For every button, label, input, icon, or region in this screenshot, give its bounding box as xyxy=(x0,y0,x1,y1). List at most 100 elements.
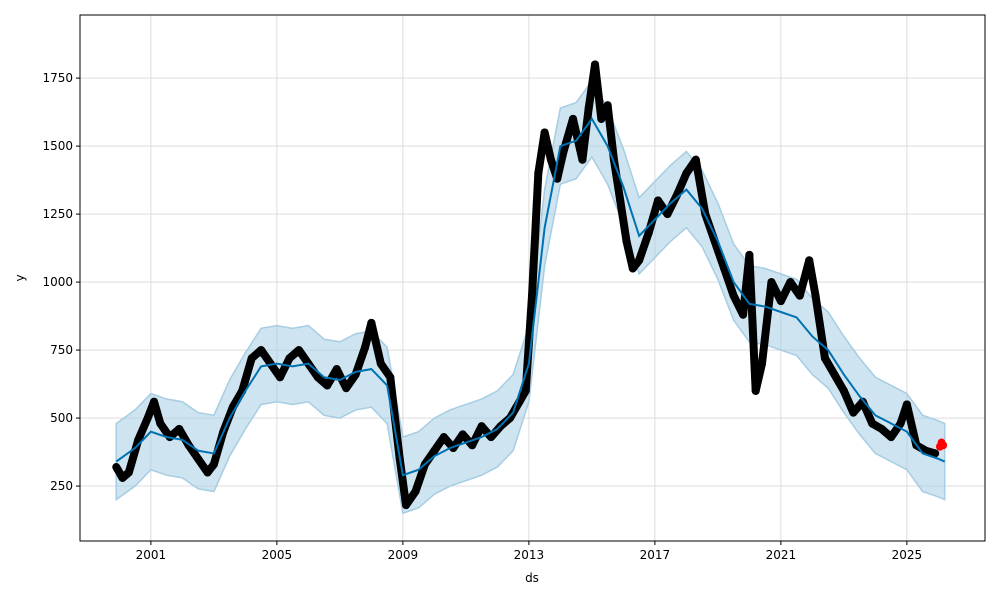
observed-point xyxy=(921,446,930,455)
observed-point xyxy=(691,155,700,164)
x-axis-label: ds xyxy=(525,571,539,585)
observed-point xyxy=(323,381,332,390)
observed-point xyxy=(739,310,748,319)
x-tick-label: 2009 xyxy=(388,548,419,562)
observed-point xyxy=(285,354,294,363)
x-tick-label: 2025 xyxy=(892,548,923,562)
observed-point xyxy=(635,256,644,265)
observed-point xyxy=(887,433,896,442)
observed-point xyxy=(458,430,467,439)
observed-point xyxy=(729,291,738,300)
y-axis: 250 500 750 1000 1250 1500 1750 xyxy=(42,71,80,493)
observed-point xyxy=(568,114,577,123)
observed-point xyxy=(559,147,568,156)
observed-point xyxy=(150,397,159,406)
y-tick-label: 1250 xyxy=(42,207,73,221)
observed-point xyxy=(663,210,672,219)
observed-point xyxy=(386,373,395,382)
observed-point xyxy=(112,463,121,472)
observed-point xyxy=(597,114,606,123)
observed-point xyxy=(720,264,729,273)
observed-point xyxy=(313,373,322,382)
observed-point xyxy=(430,446,439,455)
observed-point xyxy=(591,60,600,69)
observed-point xyxy=(776,297,785,306)
observed-point xyxy=(376,359,385,368)
observed-point xyxy=(175,424,184,433)
interval-area xyxy=(115,79,946,515)
observed-point xyxy=(477,422,486,431)
observed-point xyxy=(257,346,266,355)
observed-point xyxy=(124,468,133,477)
observed-point xyxy=(546,155,555,164)
x-tick-label: 2017 xyxy=(640,548,671,562)
observed-point xyxy=(487,433,496,442)
x-axis: 2001 2005 2009 2013 2017 2021 2025 xyxy=(136,541,923,562)
observed-point xyxy=(931,449,940,458)
observed-point xyxy=(411,487,420,496)
observed-point xyxy=(194,454,203,463)
observed-point xyxy=(402,501,411,510)
observed-point xyxy=(839,386,848,395)
observed-point xyxy=(654,196,663,205)
observed-point xyxy=(767,278,776,287)
observed-point xyxy=(830,370,839,379)
future-point xyxy=(939,441,948,450)
observed-point xyxy=(896,419,905,428)
y-tick-label: 500 xyxy=(50,411,73,425)
x-tick-label: 2001 xyxy=(136,548,167,562)
observed-point xyxy=(118,473,127,482)
observed-point xyxy=(203,468,212,477)
uncertainty-interval xyxy=(115,79,946,515)
observed-point xyxy=(757,359,766,368)
observed-point xyxy=(786,278,795,287)
observed-point xyxy=(795,291,804,300)
observed-point xyxy=(877,424,886,433)
x-tick-label: 2005 xyxy=(262,548,293,562)
y-axis-label: y xyxy=(13,274,27,281)
yhat-line xyxy=(115,117,946,477)
forecast-line xyxy=(115,117,946,477)
observed-point xyxy=(805,256,814,265)
observed-point xyxy=(367,318,376,327)
observed-point xyxy=(849,408,858,417)
observed-point xyxy=(745,250,754,259)
observed-point xyxy=(584,104,593,113)
observed-point xyxy=(540,128,549,137)
observed-point xyxy=(505,414,514,423)
observed-point xyxy=(439,433,448,442)
observed-point xyxy=(534,169,543,178)
observed-point xyxy=(247,354,256,363)
x-tick-label: 2013 xyxy=(514,548,545,562)
observed-point xyxy=(361,343,370,352)
observed-point xyxy=(616,196,625,205)
y-tick-label: 1000 xyxy=(42,275,73,289)
observed-point xyxy=(528,291,537,300)
observed-point xyxy=(294,346,303,355)
observed-point xyxy=(682,169,691,178)
observed-point xyxy=(468,441,477,450)
observed-point xyxy=(622,237,631,246)
y-tick-label: 250 xyxy=(50,479,73,493)
observed-point xyxy=(143,414,152,423)
observed-point xyxy=(902,400,911,409)
observed-point xyxy=(578,155,587,164)
x-tick-label: 2021 xyxy=(766,548,797,562)
plot-frame xyxy=(79,14,986,542)
observed-point xyxy=(751,386,760,395)
observed-point xyxy=(628,264,637,273)
y-tick-label: 1750 xyxy=(42,71,73,85)
observed-point xyxy=(868,419,877,428)
future-points xyxy=(935,438,948,451)
observed-point xyxy=(644,229,653,238)
observed-point xyxy=(209,460,218,469)
observed-point xyxy=(521,386,530,395)
observed-point xyxy=(342,384,351,393)
observed-point xyxy=(276,373,285,382)
observed-point xyxy=(820,354,829,363)
y-tick-label: 1500 xyxy=(42,139,73,153)
observed-point xyxy=(156,419,165,428)
observed-point xyxy=(332,365,341,374)
observed-point xyxy=(603,101,612,110)
